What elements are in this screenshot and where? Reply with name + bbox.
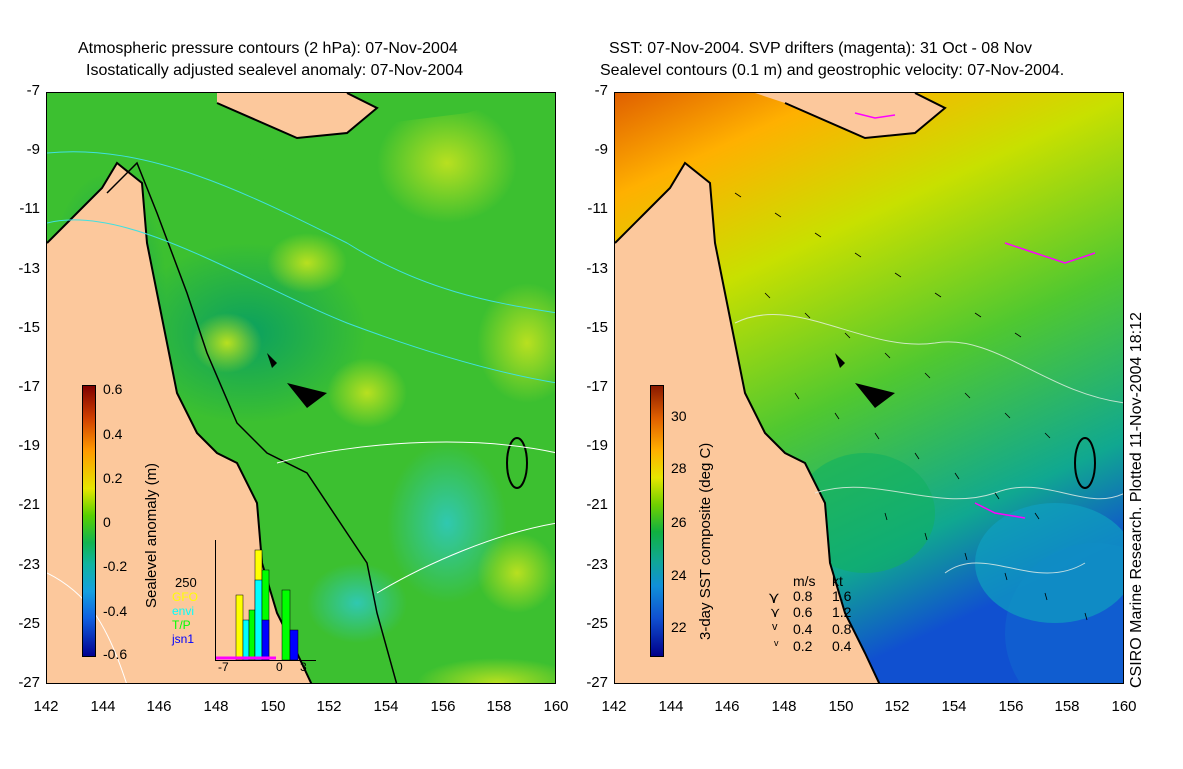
left-ytick: -19 bbox=[18, 437, 40, 454]
velocity-legend-kt: 1.2 bbox=[832, 604, 852, 620]
velocity-legend-kt-header: kt bbox=[832, 573, 843, 589]
right-ytick: -13 bbox=[586, 260, 608, 277]
velocity-legend-kt: 0.8 bbox=[832, 621, 852, 637]
inset-xtick-0: -7 bbox=[218, 660, 229, 674]
velocity-legend-kt: 1.6 bbox=[832, 588, 852, 604]
left-ytick: -9 bbox=[26, 141, 40, 158]
inset-ymax-label: 250 bbox=[175, 575, 197, 590]
sealevel-anomaly-map bbox=[47, 93, 555, 683]
sst-cb-tick-2: 26 bbox=[671, 514, 687, 530]
left-title-line2: Isostatically adjusted sealevel anomaly:… bbox=[86, 62, 464, 79]
inset-legend-envi: envi bbox=[172, 604, 195, 618]
velocity-legend-ms: 0.8 bbox=[793, 588, 813, 604]
left-ytick: -25 bbox=[18, 615, 40, 632]
inset-xtick-1: 0 bbox=[276, 660, 283, 674]
sealevel-cb-tick-0: 0.6 bbox=[103, 381, 123, 397]
sealevel-cb-tick-1: 0.4 bbox=[103, 426, 123, 442]
right-ytick: -21 bbox=[586, 496, 608, 513]
sst-cb-tick-3: 24 bbox=[671, 567, 687, 583]
right-xtick: 156 bbox=[998, 698, 1024, 715]
right-title-line1: SST: 07-Nov-2004. SVP drifters (magenta)… bbox=[609, 40, 1032, 57]
left-ytick: -27 bbox=[18, 674, 40, 691]
sst-cb-tick-0: 30 bbox=[671, 408, 687, 424]
left-title-line1: Atmospheric pressure contours (2 hPa): 0… bbox=[78, 40, 458, 57]
sealevel-cb-tick-5: -0.4 bbox=[103, 603, 128, 619]
right-ytick: -25 bbox=[586, 615, 608, 632]
sst-map bbox=[615, 93, 1123, 683]
sealevel-cb-label: Sealevel anomaly (m) bbox=[143, 462, 160, 608]
left-xtick: 160 bbox=[543, 698, 569, 715]
left-xtick: 146 bbox=[146, 698, 172, 715]
sealevel-cb-tick-6: -0.6 bbox=[103, 646, 128, 662]
sst-cb-label: 3-day SST composite (deg C) bbox=[697, 442, 714, 640]
sealevel-cb-tick-4: -0.2 bbox=[103, 558, 128, 574]
inset-legend-jsn1: jsn1 bbox=[172, 632, 195, 646]
velocity-legend-ms: 0.4 bbox=[793, 621, 813, 637]
velocity-arrows bbox=[734, 192, 1088, 621]
velocity-arrow-icon: v bbox=[772, 621, 778, 633]
inset-legend-gfo: GFO bbox=[172, 590, 198, 604]
sealevel-map-panel bbox=[46, 92, 556, 684]
sealevel-cb-tick-2: 0.2 bbox=[103, 470, 123, 486]
left-ytick: -17 bbox=[18, 378, 40, 395]
left-ytick: -21 bbox=[18, 496, 40, 513]
left-xtick: 148 bbox=[203, 698, 229, 715]
left-xtick: 158 bbox=[486, 698, 512, 715]
right-ytick: -19 bbox=[586, 437, 608, 454]
inset-xtick-2: 3 bbox=[300, 660, 307, 674]
right-ytick: -17 bbox=[586, 378, 608, 395]
left-xtick: 156 bbox=[430, 698, 456, 715]
right-title-line2: Sealevel contours (0.1 m) and geostrophi… bbox=[600, 62, 1065, 79]
velocity-arrow-icon: v bbox=[774, 638, 779, 648]
left-ytick: -7 bbox=[26, 82, 40, 99]
sealevel-cb-tick-3: 0 bbox=[103, 514, 111, 530]
velocity-arrow-icon: ⋎ bbox=[770, 604, 781, 620]
left-ytick: -15 bbox=[18, 319, 40, 336]
credit-text: CSIRO Marine Research. Plotted 11-Nov-20… bbox=[1128, 312, 1145, 688]
left-ytick: -23 bbox=[18, 556, 40, 573]
velocity-legend-ms-header: m/s bbox=[793, 573, 816, 589]
right-xtick: 158 bbox=[1054, 698, 1080, 715]
right-ytick: -27 bbox=[586, 674, 608, 691]
velocity-arrow-icon: ⋎ bbox=[768, 590, 780, 607]
right-xtick: 148 bbox=[771, 698, 797, 715]
right-xtick: 142 bbox=[601, 698, 627, 715]
right-ytick: -23 bbox=[586, 556, 608, 573]
left-xtick: 142 bbox=[33, 698, 59, 715]
sst-colorbar bbox=[650, 385, 664, 657]
right-xtick: 150 bbox=[828, 698, 854, 715]
left-xtick: 144 bbox=[90, 698, 116, 715]
sst-map-panel bbox=[614, 92, 1124, 684]
right-xtick: 154 bbox=[941, 698, 967, 715]
right-xtick: 144 bbox=[658, 698, 684, 715]
right-ytick: -7 bbox=[594, 82, 608, 99]
right-ytick: -11 bbox=[587, 200, 608, 217]
inset-legend-tp: T/P bbox=[172, 618, 191, 632]
right-xtick: 152 bbox=[884, 698, 910, 715]
sst-cb-tick-4: 22 bbox=[671, 619, 687, 635]
left-ytick: -13 bbox=[18, 260, 40, 277]
sealevel-colorbar bbox=[82, 385, 96, 657]
left-ytick: -11 bbox=[19, 200, 40, 217]
right-ytick: -9 bbox=[594, 141, 608, 158]
velocity-legend-kt: 0.4 bbox=[832, 638, 852, 654]
right-ytick: -15 bbox=[586, 319, 608, 336]
left-xtick: 152 bbox=[316, 698, 342, 715]
right-xtick: 160 bbox=[1111, 698, 1137, 715]
velocity-legend-ms: 0.6 bbox=[793, 604, 813, 620]
pass-histogram-inset bbox=[215, 540, 316, 661]
left-xtick: 154 bbox=[373, 698, 399, 715]
right-xtick: 146 bbox=[714, 698, 740, 715]
velocity-legend-ms: 0.2 bbox=[793, 638, 813, 654]
left-xtick: 150 bbox=[260, 698, 286, 715]
sst-cb-tick-1: 28 bbox=[671, 460, 687, 476]
